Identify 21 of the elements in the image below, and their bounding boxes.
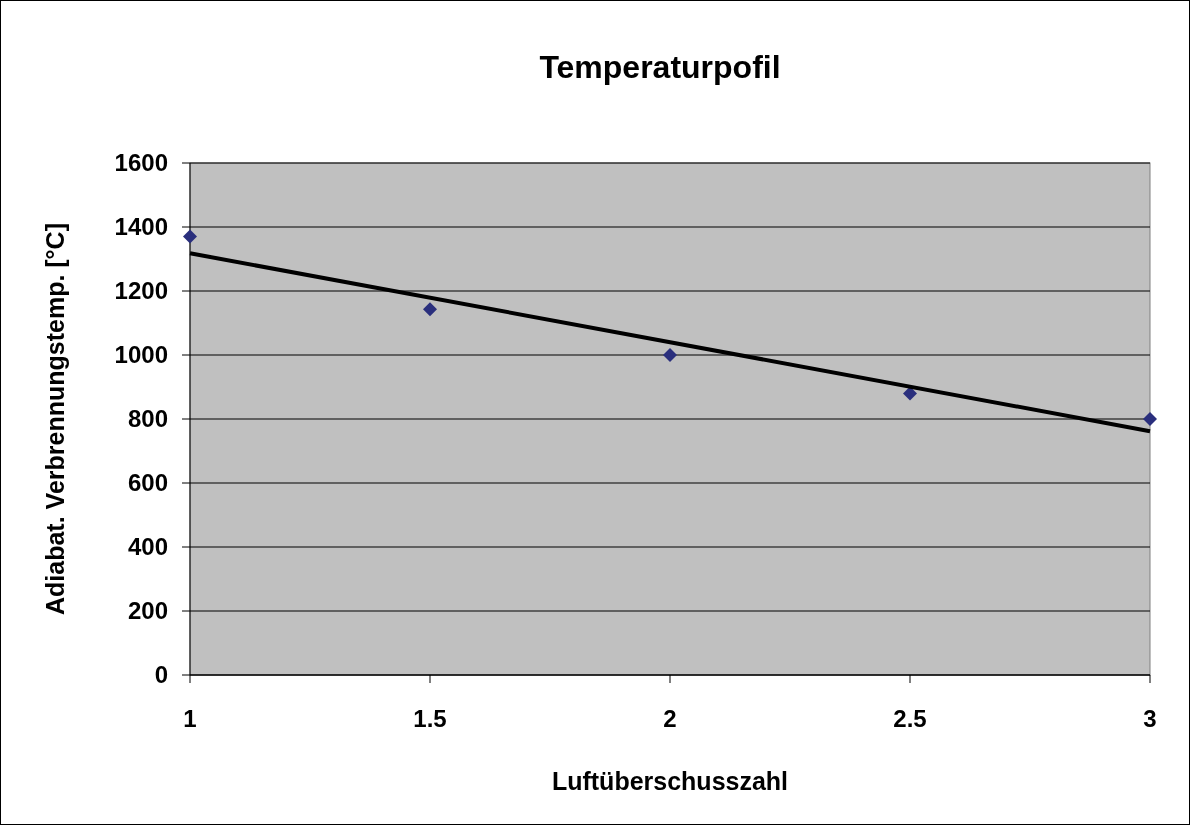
- y-tick-label: 400: [127, 533, 168, 561]
- y-tick-label: 0: [154, 661, 168, 689]
- y-tick-label: 1400: [114, 213, 168, 241]
- y-tick-label: 1000: [114, 341, 168, 369]
- x-tick-label: 2.5: [893, 705, 927, 732]
- point: [423, 302, 437, 317]
- y-tick-label: 800: [127, 405, 168, 433]
- point: [903, 386, 917, 401]
- y-axis-title: Adiabat. Verbrennungstemp. [°C]: [41, 223, 69, 615]
- x-tick-label: 2: [663, 705, 677, 732]
- x-axis-title: Luftüberschusszahl: [551, 767, 789, 795]
- chart-title: Temperaturpofil: [539, 49, 781, 85]
- point: [1143, 412, 1157, 426]
- y-tick-label: 600: [127, 469, 168, 497]
- x-tick-label: 1.5: [413, 705, 447, 732]
- x-tick-label: 1: [183, 705, 197, 732]
- y-tick-label: 200: [127, 597, 168, 625]
- y-tick-label: 1200: [114, 277, 168, 305]
- y-tick-label: 1600: [114, 149, 168, 177]
- point: [663, 348, 677, 362]
- x-tick-label: 3: [1143, 705, 1157, 732]
